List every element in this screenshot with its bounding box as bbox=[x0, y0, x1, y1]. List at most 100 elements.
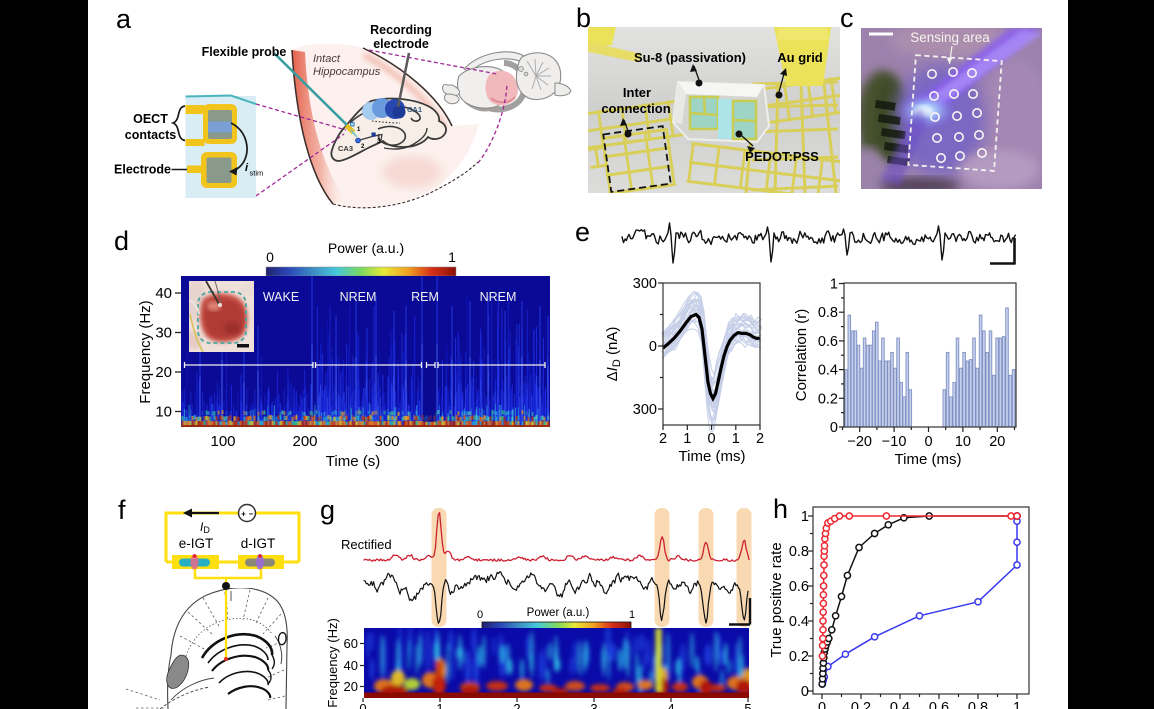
svg-text:1: 1 bbox=[801, 509, 809, 525]
svg-text:Au grid: Au grid bbox=[777, 50, 823, 65]
svg-text:Hippocampus: Hippocampus bbox=[313, 66, 381, 78]
svg-text:Correlation (r): Correlation (r) bbox=[793, 309, 810, 402]
svg-text:0.6: 0.6 bbox=[789, 579, 809, 595]
svg-text:0: 0 bbox=[359, 701, 366, 709]
svg-text:Recording: Recording bbox=[370, 23, 432, 37]
svg-text:100: 100 bbox=[210, 433, 235, 450]
svg-text:20: 20 bbox=[989, 434, 1005, 450]
svg-text:0: 0 bbox=[924, 434, 932, 450]
svg-text:NREM: NREM bbox=[340, 290, 377, 304]
svg-text:connection: connection bbox=[601, 101, 670, 116]
svg-text:1: 1 bbox=[732, 431, 740, 447]
svg-text:i: i bbox=[245, 162, 249, 174]
svg-text:0.6: 0.6 bbox=[818, 334, 838, 350]
svg-text:200: 200 bbox=[292, 433, 317, 450]
svg-text:a: a bbox=[116, 4, 132, 34]
svg-text:0: 0 bbox=[477, 609, 483, 621]
svg-text:Rectified: Rectified bbox=[341, 537, 392, 552]
svg-text:0: 0 bbox=[649, 339, 657, 355]
svg-text:Time (s): Time (s) bbox=[326, 453, 380, 470]
svg-text:CA1: CA1 bbox=[407, 105, 422, 114]
svg-text:Sensing area: Sensing area bbox=[910, 30, 990, 45]
svg-text:Power (a.u.): Power (a.u.) bbox=[527, 607, 590, 619]
svg-text:0.6: 0.6 bbox=[929, 700, 949, 709]
svg-text:ID: ID bbox=[200, 520, 210, 535]
svg-text:0.8: 0.8 bbox=[789, 544, 809, 560]
svg-text:Power (a.u.): Power (a.u.) bbox=[328, 240, 404, 256]
svg-text:PEDOT:PSS: PEDOT:PSS bbox=[745, 149, 819, 164]
svg-text:0.2: 0.2 bbox=[789, 649, 809, 665]
svg-text:−10: −10 bbox=[882, 434, 907, 450]
svg-text:400: 400 bbox=[456, 433, 481, 450]
svg-text:ΔID (nA): ΔID (nA) bbox=[604, 327, 623, 382]
svg-text:1: 1 bbox=[1013, 700, 1021, 709]
svg-text:2: 2 bbox=[756, 431, 764, 447]
svg-text:30: 30 bbox=[155, 325, 172, 342]
svg-text:300: 300 bbox=[633, 402, 657, 418]
svg-text:Intact: Intact bbox=[313, 53, 341, 65]
svg-text:c: c bbox=[840, 3, 854, 33]
svg-text:20: 20 bbox=[155, 364, 172, 381]
svg-text:2: 2 bbox=[361, 144, 365, 150]
svg-text:4: 4 bbox=[667, 701, 674, 709]
svg-text:1: 1 bbox=[436, 701, 443, 709]
svg-text:1: 1 bbox=[683, 431, 691, 447]
svg-text:3: 3 bbox=[590, 701, 597, 709]
svg-text:+: + bbox=[241, 510, 246, 519]
svg-text:300: 300 bbox=[633, 276, 657, 292]
svg-text:Time (ms): Time (ms) bbox=[679, 448, 746, 465]
svg-text:WAKE: WAKE bbox=[263, 290, 299, 304]
svg-text:0: 0 bbox=[801, 684, 809, 700]
svg-text:e: e bbox=[575, 217, 590, 247]
svg-text:OECT: OECT bbox=[133, 112, 168, 126]
svg-text:CA3: CA3 bbox=[338, 144, 353, 153]
svg-text:20: 20 bbox=[344, 679, 358, 694]
svg-text:True positive rate: True positive rate bbox=[768, 542, 785, 657]
svg-text:REM: REM bbox=[411, 290, 439, 304]
svg-text:0: 0 bbox=[818, 700, 826, 709]
svg-text:1: 1 bbox=[629, 609, 635, 621]
svg-text:Time (ms): Time (ms) bbox=[895, 451, 962, 468]
svg-text:0: 0 bbox=[707, 431, 715, 447]
svg-text:contacts: contacts bbox=[125, 128, 176, 142]
svg-text:10: 10 bbox=[155, 404, 172, 421]
svg-text:Inter: Inter bbox=[623, 85, 651, 100]
svg-text:3: 3 bbox=[377, 139, 381, 145]
svg-text:1: 1 bbox=[830, 277, 838, 293]
svg-text:Frequency (Hz): Frequency (Hz) bbox=[325, 618, 340, 708]
svg-text:−20: −20 bbox=[847, 434, 872, 450]
svg-text:0.2: 0.2 bbox=[851, 700, 871, 709]
svg-text:300: 300 bbox=[374, 433, 399, 450]
svg-text:Frequency (Hz): Frequency (Hz) bbox=[137, 300, 154, 403]
svg-text:2: 2 bbox=[659, 431, 667, 447]
svg-text:10: 10 bbox=[955, 434, 971, 450]
svg-text:40: 40 bbox=[155, 285, 172, 302]
svg-text:h: h bbox=[773, 494, 788, 524]
svg-text:stim: stim bbox=[250, 169, 264, 178]
svg-text:0.4: 0.4 bbox=[818, 363, 838, 379]
svg-text:Su-8 (passivation): Su-8 (passivation) bbox=[634, 50, 746, 65]
svg-text:Flexible probe: Flexible probe bbox=[202, 45, 287, 59]
svg-text:1: 1 bbox=[357, 127, 361, 133]
svg-text:electrode: electrode bbox=[373, 37, 429, 51]
svg-text:40: 40 bbox=[344, 658, 358, 673]
svg-text:f: f bbox=[118, 495, 126, 525]
svg-text:0.8: 0.8 bbox=[968, 700, 988, 709]
svg-text:d: d bbox=[114, 226, 129, 256]
svg-text:0: 0 bbox=[266, 249, 274, 265]
svg-text:0: 0 bbox=[830, 420, 838, 436]
svg-text:0.2: 0.2 bbox=[818, 391, 838, 407]
svg-text:d-IGT: d-IGT bbox=[241, 536, 276, 551]
svg-text:0.4: 0.4 bbox=[789, 614, 809, 630]
svg-text:0.4: 0.4 bbox=[890, 700, 910, 709]
svg-text:NREM: NREM bbox=[480, 290, 517, 304]
svg-text:−: − bbox=[249, 510, 254, 519]
svg-text:g: g bbox=[320, 495, 335, 525]
svg-text:5: 5 bbox=[744, 701, 751, 709]
svg-text:Electrode: Electrode bbox=[114, 163, 171, 177]
svg-text:60: 60 bbox=[344, 636, 358, 651]
svg-text:1: 1 bbox=[448, 249, 456, 265]
svg-text:0.8: 0.8 bbox=[818, 305, 838, 321]
svg-text:e-IGT: e-IGT bbox=[179, 536, 214, 551]
svg-text:2: 2 bbox=[513, 701, 520, 709]
